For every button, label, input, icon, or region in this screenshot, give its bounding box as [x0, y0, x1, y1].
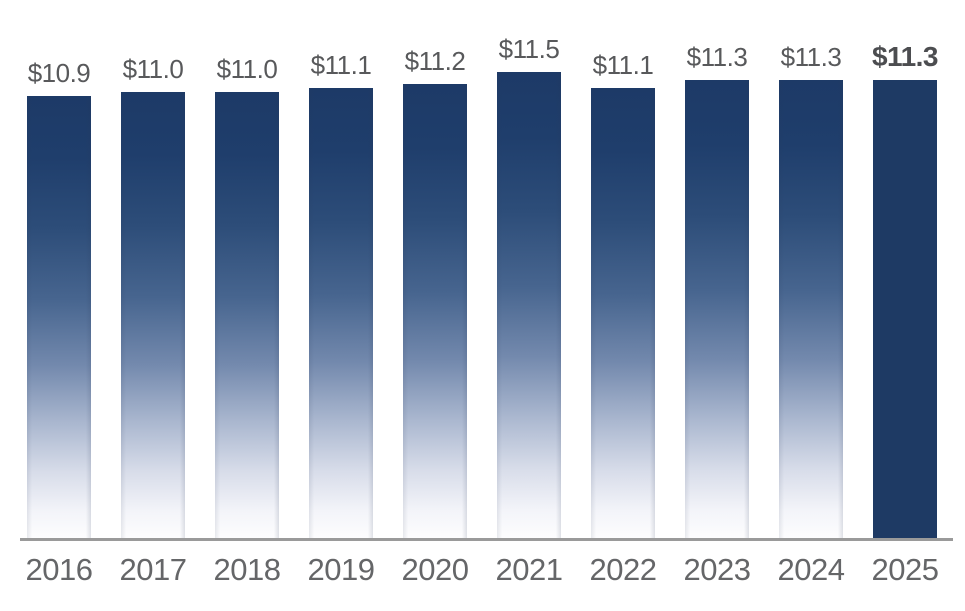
bar — [497, 72, 561, 538]
bar-slot: $11.1 — [294, 50, 388, 538]
bar-slot: $11.0 — [106, 54, 200, 538]
chart-plot-area: $10.9 $11.0 $11.0 $11.1 $11.2 $11.5 $11.1 $11.3… — [12, 0, 953, 611]
x-axis-tick-label: 2025 — [871, 552, 939, 587]
bar-slot: $11.3 — [764, 42, 858, 538]
x-axis-tick-label: 2023 — [683, 552, 751, 587]
x-axis-tick-label: 2018 — [213, 552, 281, 587]
bar-value-label: $10.9 — [27, 58, 91, 88]
bar — [685, 80, 749, 538]
bar-value-label: $11.3 — [871, 41, 939, 72]
x-axis-tick-label: 2016 — [25, 552, 93, 587]
bars-row: $10.9 $11.0 $11.0 $11.1 $11.2 $11.5 $11.1 $11.3… — [12, 0, 952, 538]
bar-slot: $10.9 — [12, 58, 106, 538]
bar — [309, 88, 373, 538]
x-axis-tick-label: 2019 — [307, 552, 375, 587]
bar-value-label: $11.0 — [216, 54, 278, 84]
bar-slot: $11.2 — [388, 46, 482, 538]
bar-slot: $11.1 — [576, 50, 670, 538]
x-axis-tick-label: 2020 — [401, 552, 469, 587]
bar-value-label: $11.1 — [592, 50, 654, 80]
bar-slot: $11.3 — [670, 42, 764, 538]
x-axis-row: 2016 2017 2018 2019 2020 2021 2022 2023 2024 2025 — [12, 552, 952, 588]
x-axis-line — [20, 538, 953, 541]
bar — [591, 88, 655, 538]
bar-value-label: $11.0 — [122, 54, 184, 84]
bar-value-label: $11.3 — [780, 42, 842, 72]
bar-value-label: $11.3 — [686, 42, 748, 72]
x-axis-tick-label: 2017 — [119, 552, 187, 587]
bar-slot: $11.3 — [858, 41, 952, 538]
bar-value-label: $11.5 — [498, 34, 560, 64]
x-axis-tick-label: 2021 — [495, 552, 563, 587]
x-axis-tick-label: 2022 — [589, 552, 657, 587]
bar — [27, 96, 91, 538]
bar — [779, 80, 843, 538]
bar — [215, 92, 279, 538]
bar-value-label: $11.2 — [404, 46, 466, 76]
bar-value-label: $11.1 — [310, 50, 372, 80]
bar-slot: $11.5 — [482, 34, 576, 538]
bar-highlight — [873, 80, 937, 538]
bar — [403, 84, 467, 538]
bar-slot: $11.0 — [200, 54, 294, 538]
x-axis-tick-label: 2024 — [777, 552, 845, 587]
bar — [121, 92, 185, 538]
